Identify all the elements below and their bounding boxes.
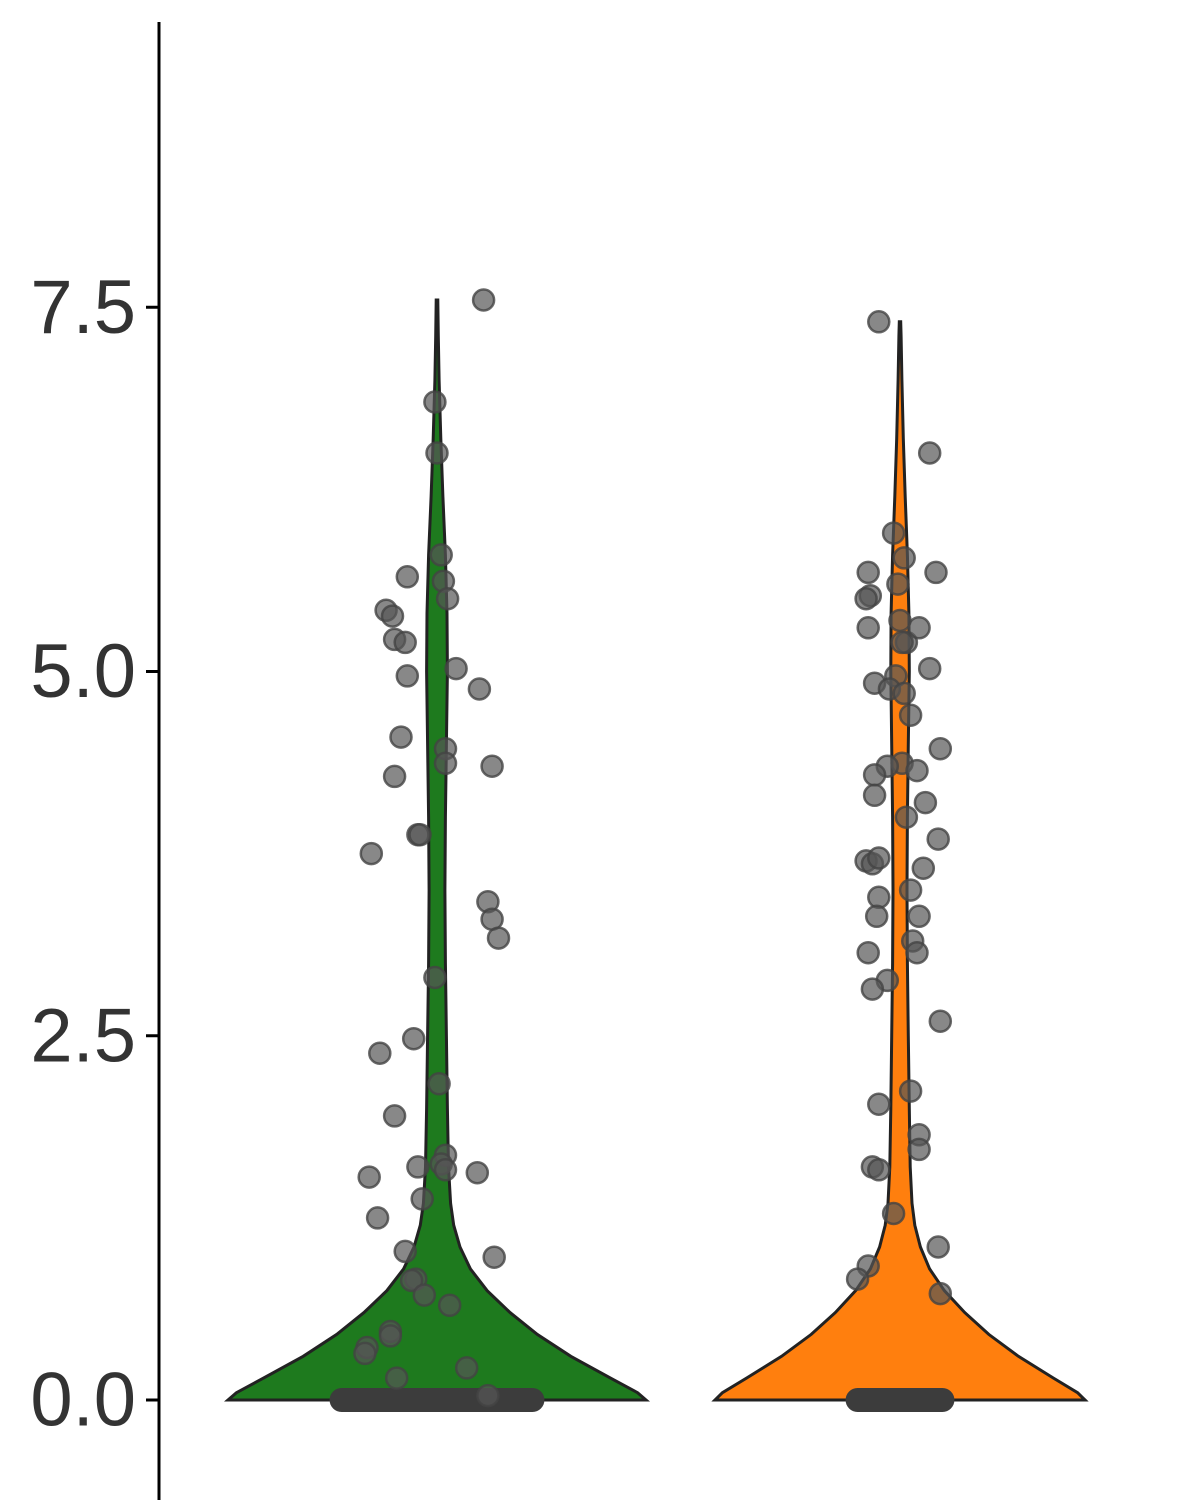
- data-point: [867, 885, 891, 910]
- data-point: [359, 841, 384, 866]
- data-point: [898, 703, 923, 727]
- data-point: [395, 565, 420, 589]
- data-point: [433, 1158, 458, 1182]
- data-point: [881, 1201, 906, 1226]
- data-point: [393, 630, 417, 655]
- data-point: [382, 764, 407, 789]
- data-point: [471, 288, 496, 312]
- data-point: [888, 608, 912, 633]
- data-point: [864, 904, 889, 929]
- data-point: [437, 1293, 462, 1318]
- data-point: [393, 1239, 417, 1264]
- data-point: [423, 965, 447, 990]
- y-tick-label: 0.0: [30, 1358, 136, 1443]
- data-point: [924, 560, 948, 585]
- data-point: [926, 827, 950, 851]
- y-ticks: 0.0 2.5 5.0 7.5: [30, 265, 159, 1443]
- jitter-points-layer: [329, 288, 955, 1412]
- data-point: [867, 1158, 891, 1182]
- data-point: [886, 572, 910, 596]
- data-point: [384, 1366, 409, 1390]
- data-point: [867, 1092, 891, 1116]
- data-point: [395, 664, 420, 688]
- data-point: [854, 586, 878, 611]
- data-point: [856, 616, 880, 640]
- data-point: [894, 805, 919, 829]
- data-point: [399, 1268, 424, 1293]
- data-point: [482, 1245, 506, 1269]
- data-point: [928, 736, 953, 761]
- data-point: [911, 856, 936, 880]
- data-point: [423, 390, 447, 414]
- data-point: [429, 543, 453, 567]
- data-point: [898, 878, 923, 902]
- data-point: [862, 783, 887, 808]
- data-point: [444, 656, 468, 681]
- data-point: [412, 1283, 437, 1307]
- data-point: [892, 681, 916, 706]
- y-tick-label: 2.5: [30, 993, 136, 1078]
- data-point: [382, 1104, 407, 1128]
- data-point: [917, 656, 942, 681]
- data-point: [435, 586, 460, 611]
- data-point: [913, 790, 938, 815]
- data-point: [867, 310, 891, 334]
- data-point: [465, 1160, 490, 1185]
- data-point: [881, 521, 906, 545]
- data-point: [898, 1079, 923, 1103]
- data-point: [476, 1383, 500, 1408]
- data-point: [905, 940, 929, 965]
- data-point: [856, 560, 880, 585]
- data-point: [427, 1072, 451, 1096]
- data-point: [357, 1165, 381, 1189]
- data-point: [905, 758, 929, 783]
- data-point: [389, 725, 413, 749]
- data-point: [892, 546, 916, 570]
- data-point: [365, 1206, 390, 1230]
- data-point: [425, 441, 449, 465]
- data-point: [480, 754, 504, 778]
- data-point: [378, 1324, 403, 1348]
- data-point: [406, 1155, 430, 1179]
- data-point: [862, 763, 887, 787]
- axes-layer: [157, 22, 161, 1500]
- data-point: [410, 1187, 434, 1211]
- data-point: [454, 1356, 479, 1380]
- data-point: [408, 822, 432, 847]
- data-point: [867, 846, 891, 870]
- data-point: [856, 940, 880, 965]
- data-point: [380, 604, 405, 628]
- data-point: [368, 1041, 392, 1065]
- data-point: [860, 977, 885, 1001]
- y-tick-label: 7.5: [30, 265, 136, 350]
- data-point: [401, 1026, 426, 1051]
- data-point: [845, 1267, 870, 1291]
- violin-2: [711, 320, 1089, 1402]
- y-tick-label: 5.0: [30, 629, 136, 714]
- data-point: [928, 1009, 953, 1033]
- data-point: [928, 1281, 953, 1306]
- violin-1: [223, 298, 651, 1402]
- data-point: [907, 616, 931, 640]
- data-point: [353, 1341, 377, 1366]
- data-point: [926, 1235, 950, 1259]
- violins-layer: [223, 298, 1089, 1402]
- data-point: [890, 630, 914, 655]
- data-point: [486, 926, 511, 950]
- data-point: [907, 1137, 931, 1162]
- data-point: [907, 904, 931, 929]
- data-point: [433, 751, 458, 776]
- data-point: [467, 677, 492, 701]
- data-point: [917, 441, 942, 465]
